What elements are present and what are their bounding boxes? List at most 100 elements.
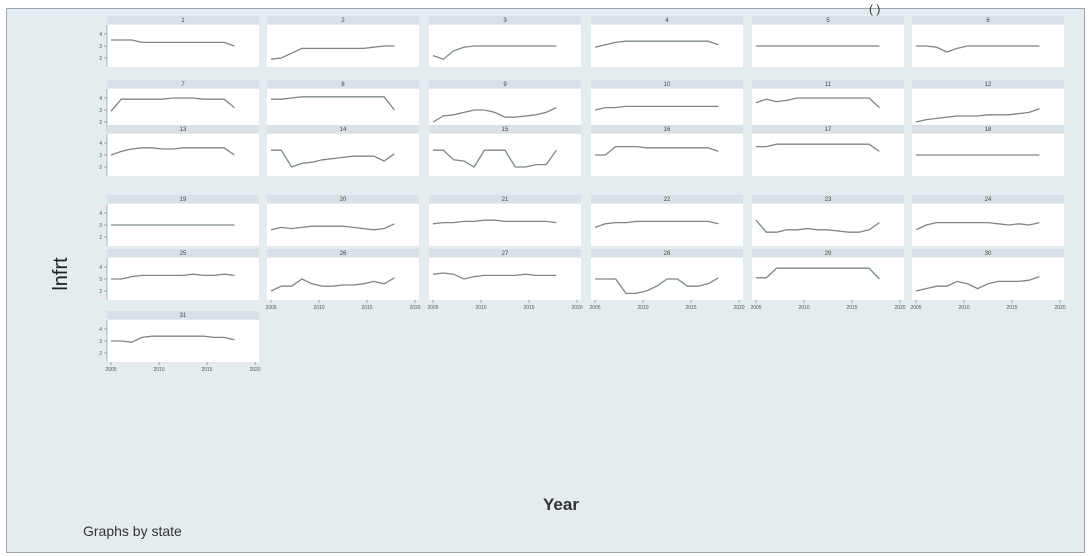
panel-18: 18	[912, 125, 1064, 176]
panel-title-bar	[107, 311, 259, 319]
x-tick-label: 2020	[1054, 305, 1065, 311]
y-tick-label: 3	[99, 223, 102, 229]
x-tick-label: 2005	[910, 305, 921, 311]
plot-area	[267, 25, 419, 67]
panel-title-bar	[267, 80, 419, 88]
panel-title-bar	[267, 249, 419, 257]
y-tick-label: 4	[99, 141, 102, 147]
plot-area	[267, 258, 419, 300]
panel-title-bar	[591, 249, 743, 257]
x-tick-label: 2020	[733, 305, 744, 311]
series-line-7	[110, 97, 235, 112]
x-tick-label: 2015	[846, 305, 857, 311]
x-tick-label: 2010	[313, 305, 324, 311]
series-line-27	[432, 272, 557, 280]
plot-area	[591, 89, 743, 131]
x-tick-label: 2015	[361, 305, 372, 311]
panel-6: 6	[912, 16, 1064, 67]
plot-area	[429, 258, 581, 300]
series-line-31	[111, 335, 235, 343]
panel-5: 5	[752, 16, 904, 67]
x-tick-label: 2015	[523, 305, 534, 311]
plot-area	[429, 204, 581, 246]
y-tick-label: 2	[99, 56, 102, 62]
series-line-17	[756, 143, 880, 152]
panel-2: 2	[267, 16, 419, 67]
panel-title: 7	[181, 82, 185, 88]
panel-title: 31	[180, 313, 187, 319]
panel-25: 25 2 3 4	[99, 249, 259, 300]
series-line-10	[594, 105, 719, 111]
series-line-6	[916, 45, 1040, 53]
plot-area	[107, 89, 259, 131]
plot-area	[752, 134, 904, 176]
series-line-9	[432, 107, 557, 123]
panel-9: 9	[429, 80, 581, 131]
x-tick-label: 2010	[798, 305, 809, 311]
panel-title: 13	[180, 127, 187, 133]
panel-title: 8	[341, 82, 345, 88]
panel-title-bar	[429, 80, 581, 88]
series-line-30	[915, 275, 1040, 292]
plot-area	[107, 134, 259, 176]
panel-title-bar	[267, 125, 419, 133]
x-tick-label: 2010	[153, 367, 164, 373]
series-line-28	[595, 277, 719, 295]
x-tick-label: 2020	[409, 305, 420, 311]
x-tick-label: 2005	[105, 367, 116, 373]
y-tick-label: 2	[99, 289, 102, 295]
panel-14: 14	[267, 125, 419, 176]
panel-title: 12	[985, 82, 992, 88]
panel-title-bar	[912, 249, 1064, 257]
plot-area	[752, 204, 904, 246]
y-tick-label: 4	[99, 211, 102, 217]
series-line-21	[432, 219, 557, 225]
x-tick-label: 2020	[249, 367, 260, 373]
plot-area	[267, 89, 419, 131]
y-tick-label: 2	[99, 351, 102, 357]
x-tick-label: 2010	[637, 305, 648, 311]
y-axis-label: lnfrt	[50, 257, 72, 291]
panel-title-bar	[267, 16, 419, 24]
panel-title: 30	[985, 251, 992, 257]
panel-title: 20	[340, 197, 347, 203]
panel-title: 11	[825, 82, 832, 88]
panel-title: 1	[181, 18, 185, 24]
panel-title: 18	[985, 127, 992, 133]
panel-title: 10	[664, 82, 671, 88]
panel-30: 30 2005 2010 2015 2020	[910, 249, 1066, 311]
panel-title-bar	[107, 249, 259, 257]
panel-title: 14	[340, 127, 347, 133]
panel-title: 19	[180, 197, 187, 203]
series-line-15	[433, 149, 557, 168]
top-note: ( )	[869, 2, 881, 16]
by-note: Graphs by state	[83, 523, 182, 539]
panel-title: 28	[664, 251, 671, 257]
series-line-25	[111, 273, 235, 280]
plot-area	[267, 204, 419, 246]
plot-area	[912, 204, 1064, 246]
panel-24: 24	[912, 195, 1064, 246]
x-tick-label: 2010	[958, 305, 969, 311]
panel-title: 26	[340, 251, 347, 257]
panel-title: 6	[986, 18, 990, 24]
panel-title-bar	[752, 195, 904, 203]
panel-8: 8	[267, 80, 419, 131]
series-line-20	[270, 223, 395, 231]
x-tick-label: 2015	[685, 305, 696, 311]
y-tick-label: 4	[99, 265, 102, 271]
panel-title: 21	[502, 197, 509, 203]
y-tick-label: 2	[99, 120, 102, 126]
panel-3: 3	[429, 16, 581, 67]
panel-title-bar	[591, 195, 743, 203]
panel-title: 25	[180, 251, 187, 257]
panel-title-bar	[107, 80, 259, 88]
x-tick-label: 2005	[589, 305, 600, 311]
panel-title-bar	[107, 125, 259, 133]
panel-11: 11	[752, 80, 904, 131]
x-axis-label: Year	[543, 495, 579, 514]
plot-area	[107, 320, 259, 362]
panel-title: 27	[502, 251, 509, 257]
panel-title-bar	[752, 16, 904, 24]
x-tick-label: 2005	[427, 305, 438, 311]
